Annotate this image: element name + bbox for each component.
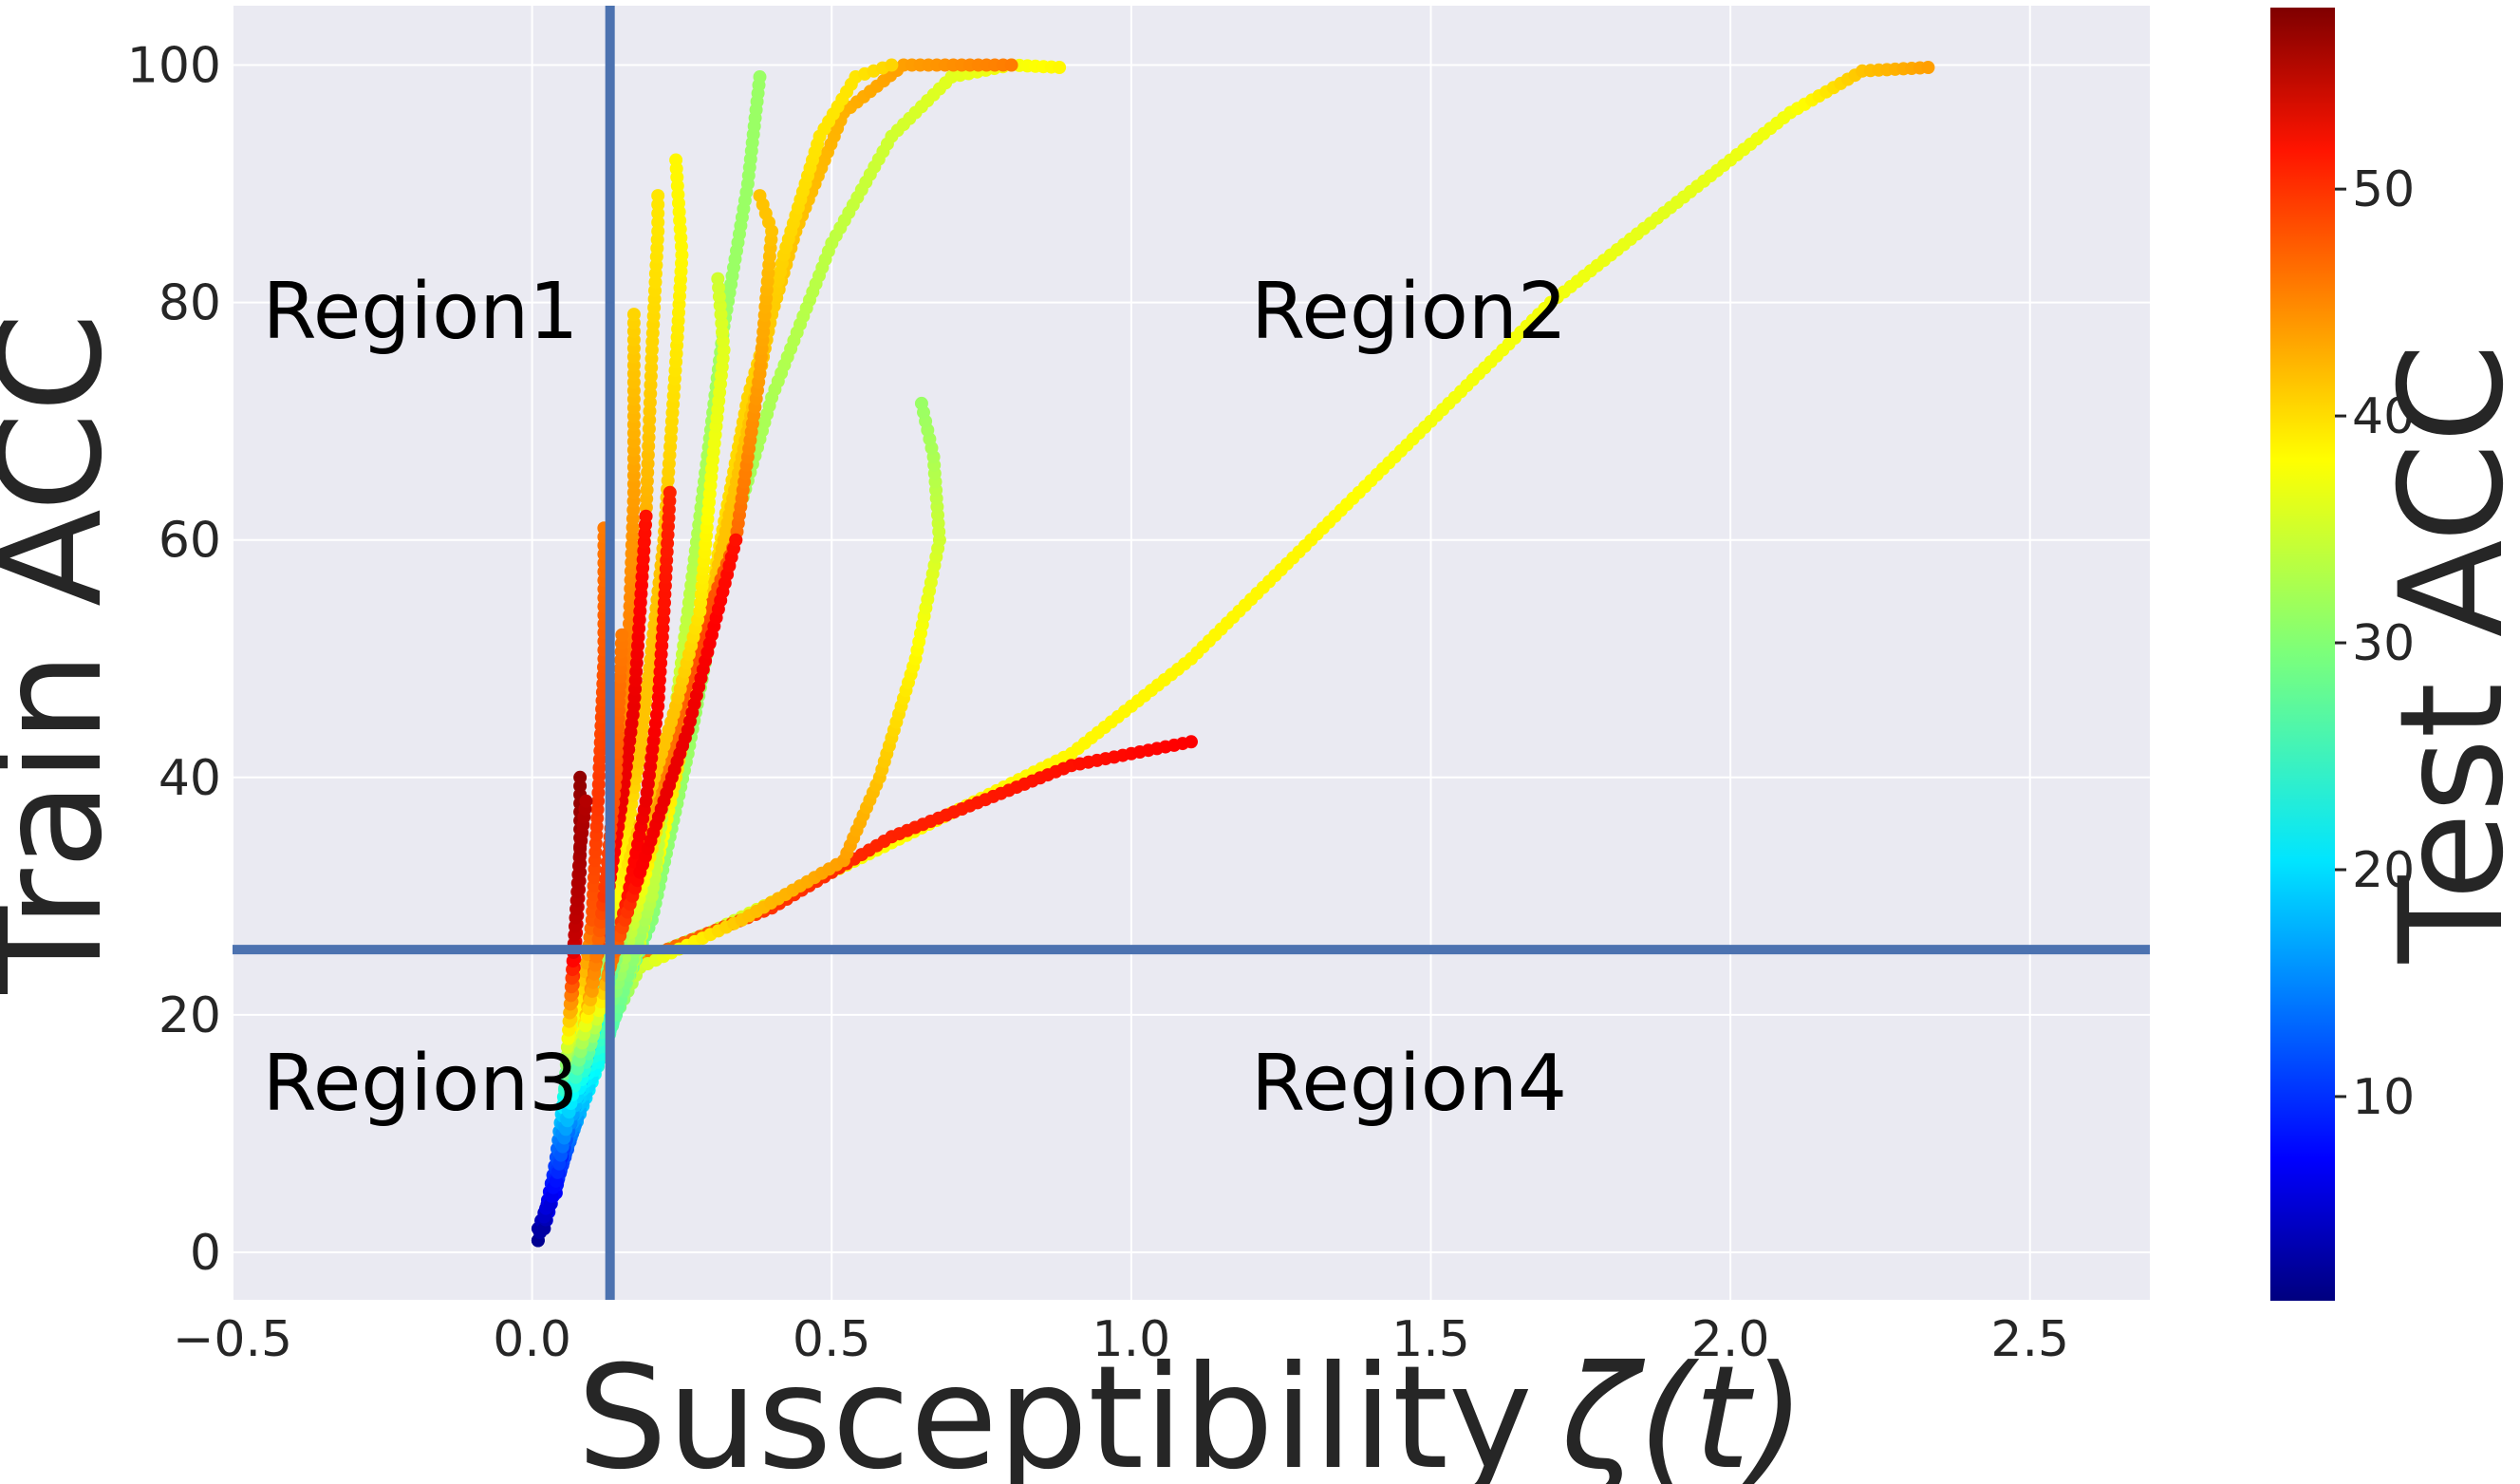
x-tick-label: 1.5: [1391, 1311, 1470, 1368]
x-tick-label: 2.0: [1691, 1311, 1770, 1368]
y-axis-title: Train ACC: [0, 312, 134, 994]
colorbar-tick-label: 10: [2352, 1069, 2415, 1126]
region4-label: Region4: [1251, 1039, 1567, 1129]
data-point: [669, 153, 683, 167]
region3-label: Region3: [263, 1039, 579, 1129]
y-tick-label: 40: [159, 750, 221, 807]
region-labels: Region1 Region2 Region3 Region4: [263, 267, 1567, 1129]
data-point: [711, 272, 725, 286]
data-point: [753, 189, 767, 203]
x-tick-label: 0.0: [493, 1311, 571, 1368]
data-point: [626, 308, 641, 322]
data-point: [753, 70, 767, 85]
x-axis-symbol: ζ(t): [1560, 1336, 1805, 1484]
data-point: [639, 509, 653, 523]
reference-lines: [233, 6, 2150, 1300]
x-tick-label: −0.5: [173, 1311, 292, 1368]
y-tick-label: 60: [159, 513, 221, 570]
data-point: [1004, 58, 1018, 72]
y-tick-label: 0: [190, 1225, 221, 1282]
data-point: [1053, 61, 1067, 75]
x-tick-label: 2.5: [1990, 1311, 2069, 1368]
data-point: [663, 485, 677, 499]
data-point: [1185, 735, 1198, 749]
x-axis-title-text: Susceptibility: [577, 1336, 1533, 1484]
grid-lines: [232, 6, 2150, 1300]
colorbar-title: Test ACC: [2370, 344, 2520, 965]
y-tick-label: 20: [159, 987, 221, 1044]
colorbar-ticks: 10 20 30 40 50: [2335, 161, 2415, 1126]
y-tick-label: 100: [127, 38, 221, 95]
region2-label: Region2: [1251, 267, 1567, 357]
data-point: [651, 189, 665, 203]
y-axis-ticks: 0 20 40 60 80 100: [127, 38, 221, 1282]
colorbar-tick-label: 40: [2352, 388, 2415, 445]
x-axis-title: Susceptibility ζ(t): [577, 1336, 1805, 1484]
colorbar-tick-label: 20: [2352, 842, 2415, 899]
data-point: [579, 794, 593, 808]
colorbar-tick-label: 30: [2352, 615, 2415, 672]
colorbar: [2270, 8, 2335, 1301]
colorbar-tick-label: 50: [2352, 161, 2415, 218]
data-point: [729, 533, 743, 547]
data-point: [615, 628, 629, 642]
data-point: [914, 396, 928, 410]
x-tick-label: 0.5: [793, 1311, 871, 1368]
data-point: [573, 770, 588, 784]
x-tick-label: 1.0: [1092, 1311, 1171, 1368]
scatter-points: [531, 58, 1935, 1248]
y-tick-label: 80: [159, 275, 221, 332]
x-axis-ticks: −0.5 0.0 0.5 1.0 1.5 2.0 2.5: [173, 1311, 2069, 1368]
region1-label: Region1: [263, 267, 579, 357]
data-point: [885, 58, 899, 72]
data-point: [1921, 61, 1935, 75]
